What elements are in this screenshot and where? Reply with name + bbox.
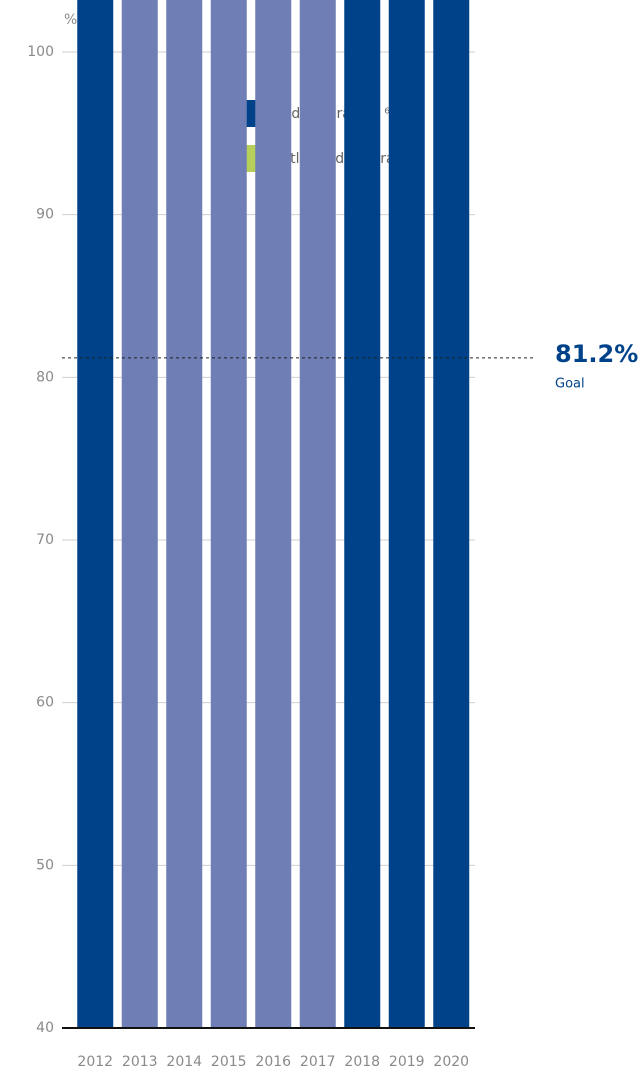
bar-segment: [166, 0, 203, 1028]
bar-segment: [121, 0, 158, 1028]
y-tick-label: 90: [36, 207, 54, 223]
x-tick-label: 2017: [300, 1054, 336, 1070]
bar-segment: [255, 0, 292, 1029]
x-tick-label: 2015: [211, 1054, 247, 1070]
bar-segment: [344, 0, 381, 1028]
bar-segment: [433, 0, 470, 1028]
goal-value-label: 81.2%: [555, 340, 638, 368]
bar-segment: [210, 0, 247, 1029]
y-tick-label: 60: [36, 695, 54, 711]
x-tick-label: 2012: [77, 1054, 113, 1070]
y-unit: %: [64, 12, 77, 28]
total-label: 83.7%: [441, 238, 465, 307]
bar-segment: [299, 0, 336, 1029]
x-tick-label: 2019: [389, 1054, 425, 1070]
x-tick-label: 2013: [122, 1054, 158, 1070]
bar-segment: [77, 0, 114, 1028]
bar-segment: [388, 0, 425, 1029]
goal-text: Goal: [555, 376, 585, 391]
y-tick-label: 80: [36, 369, 54, 385]
x-tick-label: 2020: [433, 1054, 469, 1070]
y-tick-label: 40: [36, 1020, 54, 1036]
x-tick-label: 2014: [166, 1054, 202, 1070]
y-tick-label: 70: [36, 532, 54, 548]
y-tick-label: 100: [27, 44, 54, 60]
x-tick-label: 2016: [255, 1054, 291, 1070]
y-tick-label: 50: [36, 857, 54, 873]
x-tick-label: 2018: [344, 1054, 380, 1070]
